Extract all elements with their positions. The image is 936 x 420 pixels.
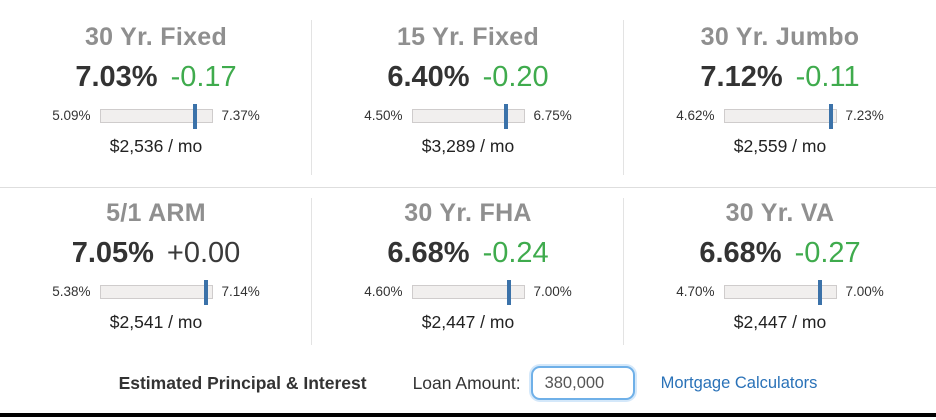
- range-min-label: 4.70%: [676, 284, 715, 299]
- rate-range-slider[interactable]: [99, 103, 213, 129]
- monthly-payment: $2,541 / mo: [109, 312, 203, 332]
- range-min-label: 4.50%: [364, 108, 403, 123]
- rate-change: -0.20: [482, 61, 549, 93]
- rate-value: 6.40%: [387, 61, 470, 93]
- monthly-payment: $2,447 / mo: [733, 312, 827, 332]
- monthly-payment: $2,559 / mo: [733, 136, 827, 156]
- monthly-payment: $2,536 / mo: [109, 136, 203, 156]
- rate-card-5-1-arm[interactable]: 5/1 ARM 7.05% +0.00 5.38% 7.14% $2,541 /…: [0, 188, 312, 353]
- rate-change: -0.24: [482, 237, 549, 269]
- rate-row: 7.05% +0.00: [72, 237, 241, 270]
- loan-type-title: 30 Yr. VA: [725, 199, 835, 227]
- range-min-label: 4.60%: [364, 284, 403, 299]
- monthly-payment: $2,447 / mo: [421, 312, 515, 332]
- range-max-label: 7.14%: [221, 284, 260, 299]
- rate-change: -0.27: [794, 237, 861, 269]
- rate-value: 6.68%: [387, 237, 470, 269]
- rate-range-row: 4.50% 6.75%: [364, 103, 572, 129]
- slider-marker[interactable]: [818, 279, 823, 305]
- rate-range-slider[interactable]: [411, 103, 525, 129]
- rate-value: 6.68%: [699, 237, 782, 269]
- footer-bar: Estimated Principal & Interest Loan Amou…: [0, 353, 936, 413]
- bottom-border: [0, 413, 936, 417]
- rate-card-30yr-fha[interactable]: 30 Yr. FHA 6.68% -0.24 4.60% 7.00% $2,44…: [312, 188, 624, 353]
- loan-type-title: 15 Yr. Fixed: [396, 23, 540, 51]
- loan-type-title: 5/1 ARM: [106, 199, 206, 227]
- rate-range-row: 5.09% 7.37%: [52, 103, 260, 129]
- loan-type-title: 30 Yr. FHA: [404, 199, 532, 227]
- slider-marker[interactable]: [828, 103, 833, 129]
- loan-type-title: 30 Yr. Jumbo: [700, 23, 860, 51]
- rate-value: 7.05%: [71, 237, 154, 269]
- rates-row-bottom: 5/1 ARM 7.05% +0.00 5.38% 7.14% $2,541 /…: [0, 188, 936, 353]
- range-min-label: 5.09%: [52, 108, 91, 123]
- mortgage-calculators-link[interactable]: Mortgage Calculators: [660, 373, 818, 392]
- loan-amount-input[interactable]: [530, 366, 635, 400]
- slider-marker[interactable]: [506, 279, 511, 305]
- range-max-label: 7.37%: [221, 108, 260, 123]
- range-max-label: 6.75%: [533, 108, 572, 123]
- estimated-principal-interest-label: Estimated Principal & Interest: [118, 372, 367, 393]
- range-max-label: 7.00%: [845, 284, 884, 299]
- rate-value: 7.03%: [75, 61, 158, 93]
- rate-row: 7.03% -0.17: [75, 61, 236, 94]
- rate-range-row: 4.62% 7.23%: [676, 103, 884, 129]
- rate-change: -0.17: [170, 61, 237, 93]
- loan-type-title: 30 Yr. Fixed: [84, 23, 228, 51]
- rate-value: 7.12%: [700, 61, 783, 93]
- rate-range-row: 4.60% 7.00%: [364, 279, 572, 305]
- rate-change: -0.11: [795, 61, 860, 93]
- monthly-payment: $3,289 / mo: [421, 136, 515, 156]
- rate-range-row: 5.38% 7.14%: [52, 279, 260, 305]
- range-max-label: 7.23%: [845, 108, 884, 123]
- slider-marker[interactable]: [192, 103, 197, 129]
- range-min-label: 5.38%: [52, 284, 91, 299]
- rate-card-15yr-fixed[interactable]: 15 Yr. Fixed 6.40% -0.20 4.50% 6.75% $3,…: [312, 0, 624, 187]
- range-min-label: 4.62%: [676, 108, 715, 123]
- rate-card-30yr-jumbo[interactable]: 30 Yr. Jumbo 7.12% -0.11 4.62% 7.23% $2,…: [624, 0, 936, 187]
- rate-card-30yr-va[interactable]: 30 Yr. VA 6.68% -0.27 4.70% 7.00% $2,447…: [624, 188, 936, 353]
- slider-marker[interactable]: [203, 279, 208, 305]
- rate-range-slider[interactable]: [99, 279, 213, 305]
- rate-row: 6.68% -0.24: [387, 237, 548, 270]
- rate-card-30yr-fixed[interactable]: 30 Yr. Fixed 7.03% -0.17 5.09% 7.37% $2,…: [0, 0, 312, 187]
- rate-row: 7.12% -0.11: [700, 61, 859, 94]
- rate-range-slider[interactable]: [411, 279, 525, 305]
- rate-range-slider[interactable]: [723, 279, 837, 305]
- rate-range-row: 4.70% 7.00%: [676, 279, 884, 305]
- rate-row: 6.40% -0.20: [387, 61, 548, 94]
- slider-marker[interactable]: [504, 103, 509, 129]
- rate-range-slider[interactable]: [723, 103, 837, 129]
- rate-change: +0.00: [166, 237, 241, 269]
- loan-amount-label: Loan Amount:: [412, 372, 521, 393]
- rate-row: 6.68% -0.27: [699, 237, 860, 270]
- range-max-label: 7.00%: [533, 284, 572, 299]
- rates-row-top: 30 Yr. Fixed 7.03% -0.17 5.09% 7.37% $2,…: [0, 0, 936, 188]
